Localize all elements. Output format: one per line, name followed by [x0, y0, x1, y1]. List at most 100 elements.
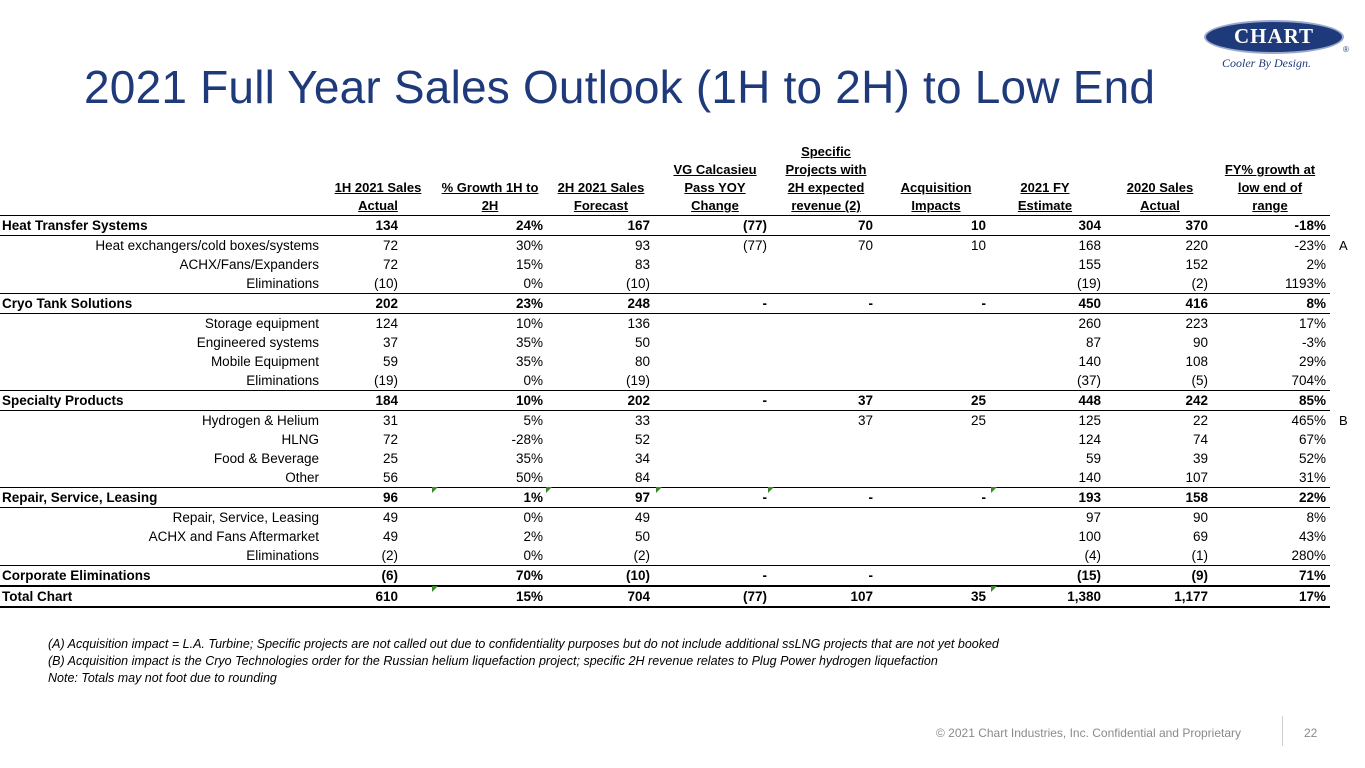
column-header-4: VG Calcasieu Pass YOY Change	[660, 161, 770, 215]
table-cell: 107	[850, 589, 873, 604]
table-cell: 17%	[1298, 589, 1326, 604]
footnote-marker: B	[1339, 413, 1348, 428]
table-row: Engineered systems 37 35% 50 87 90 -3%	[0, 333, 1330, 352]
table-cell: 416	[1185, 296, 1208, 311]
column-header-line: 2H 2021 Sales	[557, 180, 645, 195]
table-cell: 125	[1078, 413, 1101, 428]
table-cell: -23%	[1294, 238, 1326, 253]
column-header-line: Forecast	[573, 198, 629, 213]
table-cell: (37)	[1076, 373, 1101, 388]
logo-oval	[1204, 20, 1344, 54]
row-label: Heat exchangers/cold boxes/systems	[95, 238, 319, 253]
table-cell: 52%	[1298, 451, 1326, 466]
table-row: Hydrogen & Helium 31 5% 33 37 25 125 22 465% B	[0, 411, 1348, 430]
footnote-marker: A	[1339, 238, 1348, 253]
table-cell: 71%	[1298, 568, 1326, 583]
row-label: Total Chart	[2, 589, 73, 604]
table-cell: 8%	[1306, 296, 1326, 311]
column-header-line: % Growth 1H to	[441, 180, 539, 195]
table-cell: 100	[1078, 529, 1101, 544]
table-row: HLNG 72 -28% 52 124 74 67%	[0, 430, 1330, 449]
table-cell: (15)	[1076, 568, 1101, 583]
table-cell: 158	[1185, 490, 1208, 505]
row-label: Food & Beverage	[213, 451, 319, 466]
logo-tagline: Cooler By Design.	[1222, 56, 1311, 70]
table-cell: 136	[627, 316, 650, 331]
table-cell: 74	[1192, 432, 1208, 447]
table-cell: 49	[634, 510, 650, 525]
table-cell: 69	[1192, 529, 1208, 544]
table-cell: -3%	[1301, 335, 1326, 350]
comment-indicator-icon	[991, 487, 997, 493]
column-header-line: 2H	[481, 198, 499, 213]
column-header-3: 2H 2021 Sales Forecast	[548, 179, 654, 215]
table-cell: 31	[382, 413, 398, 428]
table-cell: 10%	[515, 316, 543, 331]
table-cell: 22%	[1298, 490, 1326, 505]
table-cell: 50	[634, 335, 650, 350]
column-header-line: Change	[691, 198, 739, 213]
table-cell: 10	[970, 218, 986, 233]
table-cell: 80	[634, 354, 650, 369]
table-cell: 70	[857, 218, 873, 233]
table-cell: 108	[1185, 354, 1208, 369]
table-cell: 124	[1078, 432, 1101, 447]
table-cell: 10%	[515, 393, 543, 408]
footnote-a: (A) Acquisition impact = L.A. Turbine; S…	[48, 637, 999, 651]
table-cell: 96	[382, 490, 398, 505]
table-cell: 72	[382, 432, 398, 447]
section-row: Corporate Eliminations (6) 70% (10) - - (15) (9…	[0, 565, 1330, 586]
column-header-line: Acquisition	[900, 180, 972, 195]
column-header-line: Estimate	[1017, 198, 1073, 213]
table-cell: 242	[1185, 393, 1208, 408]
column-header-2: % Growth 1H to 2H	[434, 179, 546, 215]
table-cell: -	[868, 296, 874, 311]
table-cell: -	[981, 490, 987, 505]
table-cell: 50%	[515, 470, 543, 485]
table-row: Mobile Equipment 59 35% 80 140 108 29%	[0, 352, 1330, 371]
table-cell: 1%	[523, 490, 543, 505]
sales-outlook-table: 1H 2021 Sales Actual % Growth 1H to 2H 2H 20…	[0, 140, 1348, 608]
table-cell: 49	[382, 529, 398, 544]
row-label: Eliminations	[246, 373, 319, 388]
table-cell: 25	[970, 393, 986, 408]
table-cell: 25	[382, 451, 398, 466]
table-cell: (1)	[1191, 548, 1209, 563]
table-cell: 37	[382, 335, 398, 350]
table-cell: 97	[634, 490, 650, 505]
table-cell: 83	[634, 257, 650, 272]
footer-copyright: © 2021 Chart Industries, Inc. Confidenti…	[936, 726, 1242, 740]
total-row: Total Chart 610 15% 704 (77) 107 35 1,380 1,177 1…	[0, 586, 1330, 608]
row-label: Hydrogen & Helium	[201, 413, 319, 428]
table-cell: (4)	[1084, 548, 1102, 563]
table-cell: 124	[375, 316, 398, 331]
table-cell: 49	[382, 510, 398, 525]
table-cell: 8%	[1306, 510, 1326, 525]
table-cell: 90	[1192, 510, 1208, 525]
table-cell: -	[981, 296, 987, 311]
table-cell: 304	[1078, 218, 1101, 233]
table-row: Repair, Service, Leasing 49 0% 49 97 90 8%	[0, 508, 1330, 527]
table-cell: -	[762, 490, 768, 505]
column-header-7: 2021 FY Estimate	[1004, 179, 1086, 215]
table-cell: 5%	[523, 413, 543, 428]
table-cell: -	[868, 490, 874, 505]
table-cell: 59	[382, 354, 398, 369]
table-cell: 1,380	[1067, 589, 1101, 604]
table-cell: 260	[1078, 316, 1101, 331]
table-cell: -18%	[1294, 218, 1326, 233]
table-cell: 280%	[1291, 548, 1326, 563]
table-cell: 193	[1078, 490, 1101, 505]
table-cell: (9)	[1191, 568, 1209, 583]
column-header-line: 2020 Sales	[1126, 180, 1194, 195]
table-cell: 84	[634, 470, 650, 485]
table-cell: 223	[1185, 316, 1208, 331]
table-cell: 30%	[515, 238, 543, 253]
comment-indicator-icon	[991, 586, 997, 592]
column-header-line: Impacts	[911, 198, 961, 213]
table-cell: 37	[857, 413, 873, 428]
table-row: Heat exchangers/cold boxes/systems 72 30% 9…	[0, 236, 1347, 255]
section-row: Repair, Service, Leasing 96 1% 97 - - - 193 158 2…	[0, 487, 1330, 508]
table-cell: 29%	[1298, 354, 1326, 369]
table-cell: 1193%	[1284, 276, 1326, 291]
